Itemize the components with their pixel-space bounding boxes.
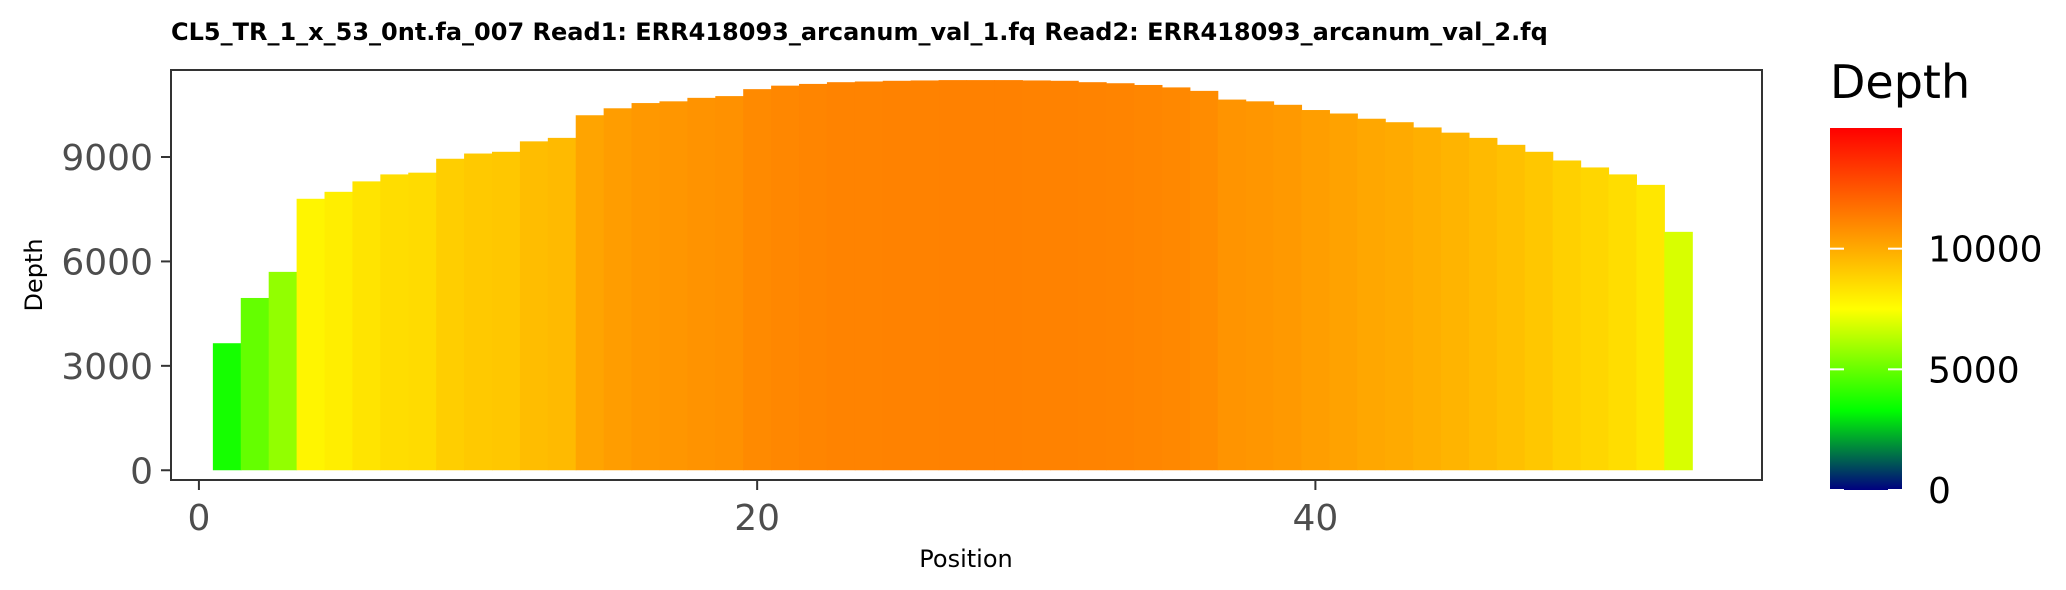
x-tick-label: 40 (1292, 498, 1338, 539)
depth-bar (659, 101, 688, 471)
legend-ticks: 0 5000 10000 (1830, 230, 2043, 512)
depth-bar (771, 85, 800, 471)
bars-group (212, 80, 1693, 471)
depth-bar (1078, 82, 1107, 471)
depth-bar (743, 89, 772, 471)
depth-bar (910, 80, 940, 471)
depth-bar (1301, 110, 1330, 471)
legend-color-bar (1830, 128, 1902, 490)
depth-bar (1385, 122, 1414, 471)
depth-bar (547, 137, 577, 471)
depth-bar (1608, 174, 1637, 471)
depth-bar (799, 83, 828, 471)
depth-bar (966, 80, 996, 471)
depth-bar (1664, 231, 1693, 471)
depth-bar (1050, 80, 1079, 471)
depth-bar (1106, 83, 1135, 471)
depth-bar (1468, 137, 1498, 471)
depth-bar (1636, 184, 1665, 471)
depth-bar (1580, 167, 1610, 471)
depth-bar (296, 198, 326, 471)
depth-bar (519, 141, 549, 471)
depth-bar (352, 181, 381, 471)
depth-bar (687, 97, 716, 471)
x-axis-label: Position (919, 545, 1012, 573)
depth-bar (938, 80, 968, 471)
depth-bar (1357, 118, 1386, 471)
depth-bar (1245, 101, 1275, 471)
depth-bar (1552, 160, 1582, 471)
x-axis-ticks: 0 20 40 (187, 480, 1338, 539)
depth-bar (1496, 144, 1526, 471)
depth-bar (1329, 113, 1358, 471)
depth-bar (240, 297, 270, 471)
depth-bar (436, 158, 465, 471)
x-tick-label: 0 (187, 498, 210, 539)
depth-bar (1161, 87, 1191, 471)
depth-bar (715, 96, 744, 471)
y-tick-label: 9000 (61, 138, 153, 179)
depth-bar (1022, 80, 1051, 471)
depth-bar (212, 343, 242, 471)
y-tick-label: 6000 (61, 242, 153, 283)
depth-bar (1524, 151, 1554, 471)
legend-tick-label: 0 (1928, 471, 1951, 512)
depth-bar (882, 80, 912, 471)
depth-bar (575, 115, 605, 471)
legend-title: Depth (1830, 55, 1970, 109)
legend-tick-label: 10000 (1928, 230, 2043, 271)
depth-bar (464, 153, 493, 471)
depth-bar (1441, 132, 1470, 471)
depth-bar (268, 271, 298, 471)
y-axis-label: Depth (20, 238, 48, 311)
depth-bar (994, 80, 1023, 471)
x-tick-label: 20 (734, 498, 780, 539)
depth-bar (324, 191, 354, 471)
depth-bar (1217, 99, 1247, 471)
depth-bar (854, 81, 884, 471)
color-legend: Depth 0 5000 10000 (1830, 55, 2043, 512)
depth-bar (631, 103, 661, 471)
y-tick-label: 0 (130, 451, 153, 492)
depth-bar (1413, 127, 1442, 471)
chart-title: CL5_TR_1_x_53_0nt.fa_007 Read1: ERR41809… (171, 18, 1548, 46)
legend-tick-label: 5000 (1928, 350, 2020, 391)
depth-bar (380, 174, 409, 471)
depth-bar (603, 108, 633, 471)
y-axis-ticks: 0 3000 6000 9000 (61, 138, 171, 492)
depth-bar (408, 172, 437, 471)
depth-bar (826, 82, 856, 471)
depth-bar (491, 151, 521, 471)
depth-bar (1133, 84, 1163, 471)
y-tick-label: 3000 (61, 347, 153, 388)
depth-bar (1189, 90, 1219, 471)
depth-bar (1273, 104, 1303, 471)
